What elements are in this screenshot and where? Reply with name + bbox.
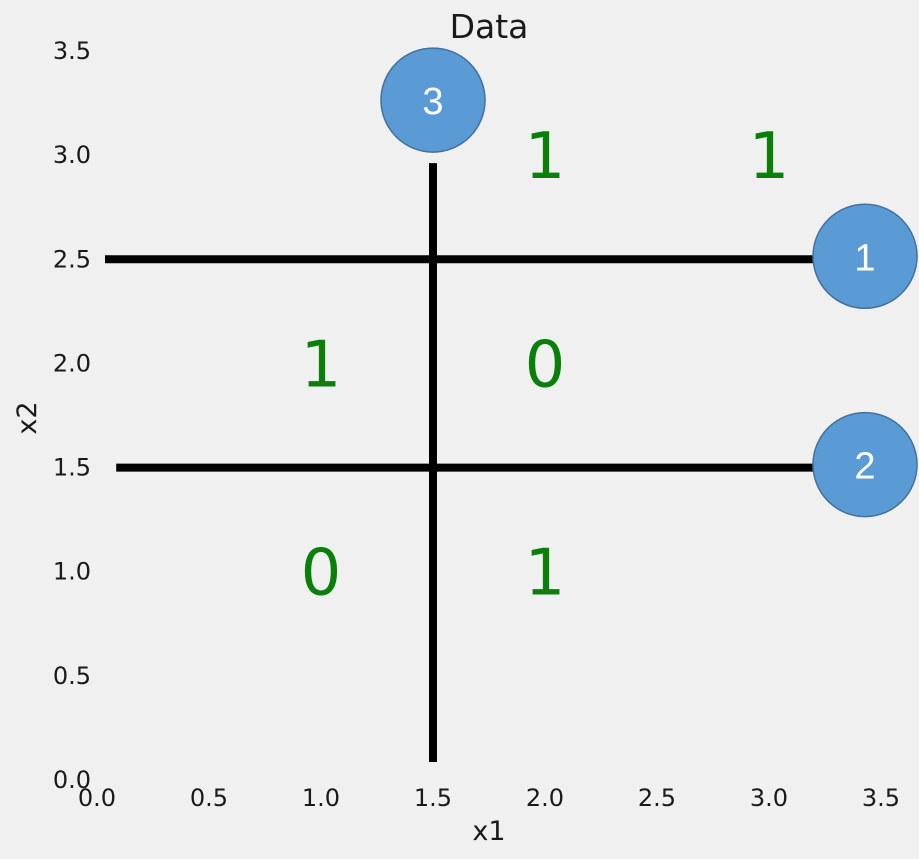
x-tick-label: 2.0	[526, 784, 564, 812]
y-tick-labels: 0.0 0.5 1.0 1.5 2.0 2.5 3.0 3.5	[53, 37, 91, 794]
x-tick-label: 1.0	[302, 784, 340, 812]
data-point-label: 1	[525, 120, 566, 194]
split-markers: 1 2 3	[380, 47, 918, 518]
y-tick-label: 3.5	[53, 37, 91, 65]
x-tick-label: 0.0	[78, 784, 116, 812]
x-tick-label: 3.0	[750, 784, 788, 812]
data-points: 0 1 1 0 1 1	[301, 120, 790, 611]
data-point-label: 1	[525, 537, 566, 611]
x-tick-label: 3.5	[862, 784, 900, 812]
y-tick-label: 3.0	[53, 141, 91, 169]
data-point-label: 0	[301, 537, 342, 611]
y-tick-label: 1.0	[53, 558, 91, 586]
data-point-label: 0	[525, 328, 566, 402]
split-lines	[105, 163, 841, 762]
x-tick-label: 2.5	[638, 784, 676, 812]
x-tick-labels: 0.0 0.5 1.0 1.5 2.0 2.5 3.0 3.5	[78, 784, 900, 812]
y-tick-label: 2.5	[53, 245, 91, 273]
y-axis-label: x2	[12, 401, 43, 434]
data-point-label: 1	[301, 328, 342, 402]
split-marker-2	[812, 411, 918, 518]
split-marker-label: 3	[422, 81, 443, 123]
y-tick-label: 0.0	[53, 766, 91, 794]
split-marker-label: 1	[854, 237, 875, 279]
split-marker-1	[812, 203, 918, 310]
data-point-label: 1	[749, 120, 790, 194]
y-tick-label: 1.5	[53, 454, 91, 482]
x-tick-label: 1.5	[414, 784, 452, 812]
chart-title: Data	[450, 7, 529, 46]
x-axis-label: x1	[472, 816, 505, 847]
y-tick-label: 0.5	[53, 662, 91, 690]
split-marker-label: 2	[854, 446, 875, 488]
x-tick-label: 0.5	[190, 784, 228, 812]
y-tick-label: 2.0	[53, 349, 91, 377]
split-marker-3	[380, 47, 486, 153]
